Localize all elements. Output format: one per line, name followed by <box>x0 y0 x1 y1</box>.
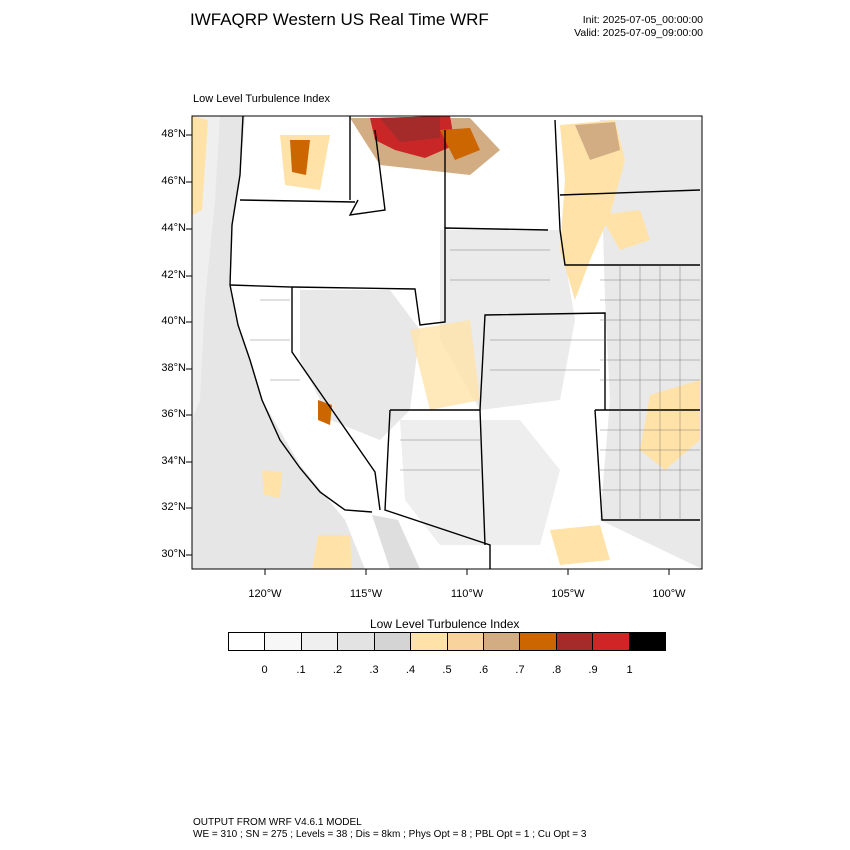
lat-tick-label: 48°N <box>161 128 186 140</box>
montana-darkred <box>380 116 440 142</box>
colorado-orange <box>410 320 480 410</box>
colorbar-label: .4 <box>405 664 416 676</box>
colorbar-swatch <box>338 633 375 650</box>
high-plains-orange <box>560 120 625 300</box>
lat-tick-label: 40°N <box>161 315 186 327</box>
lon-tick-label: 105°W <box>551 588 585 600</box>
nd-tan <box>575 122 620 160</box>
colorbar-swatch <box>265 633 302 650</box>
lat-tick-label: 46°N <box>161 175 186 187</box>
pacific-ocean-shade <box>192 116 365 569</box>
baja-orange <box>312 535 352 569</box>
colorbar-label: .9 <box>588 664 598 676</box>
colorbar-label: .2 <box>332 664 343 676</box>
dakota-orange <box>600 210 650 250</box>
colorbar-swatch <box>593 633 630 650</box>
gulf-california-shade <box>372 515 420 569</box>
model-info: OUTPUT FROM WRF V4.6.1 MODEL WE = 310 ; … <box>193 817 586 840</box>
pnw-coast-orange <box>192 116 208 215</box>
colorbar-label: .5 <box>442 664 452 676</box>
colorbar-swatch <box>520 633 557 650</box>
great-basin-gray <box>300 290 420 440</box>
colorbar-swatch <box>629 633 666 650</box>
sw-desert-gray <box>400 420 560 545</box>
colorbar-swatch <box>411 633 448 650</box>
colorbar-swatch <box>229 633 266 650</box>
montana-orange-core <box>440 128 480 160</box>
colorbar-swatch <box>483 633 521 650</box>
lat-tick-label: 32°N <box>161 501 186 513</box>
colorbar-label: .3 <box>369 664 379 676</box>
lat-tick-label: 44°N <box>161 222 186 234</box>
colorbar-label: 1 <box>626 664 633 676</box>
lat-tick-label: 30°N <box>161 548 186 560</box>
lat-tick-label: 42°N <box>161 269 186 281</box>
colorbar-swatch <box>556 633 594 650</box>
lon-tick-label: 110°W <box>450 588 484 600</box>
colorbar <box>228 632 666 651</box>
colorbar-title: Low Level Turbulence Index <box>370 617 520 631</box>
lat-tick-label: 36°N <box>161 408 186 420</box>
valid-time: Valid: 2025-07-09_09:00:00 <box>574 27 703 39</box>
colorbar-label: .6 <box>478 664 489 676</box>
lon-tick-label: 115°W <box>349 588 383 600</box>
colorbar-swatch <box>447 633 484 650</box>
sierra-orange-core <box>318 400 332 425</box>
texas-orange <box>550 525 610 565</box>
plot-title: IWFAQRP Western US Real Time WRF <box>190 10 489 29</box>
county-borders <box>250 249 700 520</box>
lon-tick-label: 120°W <box>248 588 282 600</box>
map-frame <box>191 115 703 570</box>
socal-island-orange <box>262 470 282 498</box>
idaho-orange-core <box>290 140 310 175</box>
init-time: Init: 2025-07-05_00:00:00 <box>582 14 703 26</box>
colorbar-label: .8 <box>551 664 562 676</box>
colorbar-label: .7 <box>515 664 525 676</box>
colorbar-label: .1 <box>296 664 306 676</box>
colorbar-label: 0 <box>261 664 268 676</box>
lon-tick-label: 100°W <box>652 588 686 600</box>
colorbar-swatch <box>374 633 412 650</box>
model-version: OUTPUT FROM WRF V4.6.1 MODEL <box>193 817 362 828</box>
lat-tick-label: 34°N <box>161 455 186 467</box>
colorbar-swatch <box>301 633 339 650</box>
model-config: WE = 310 ; SN = 275 ; Levels = 38 ; Dis … <box>193 828 587 840</box>
lat-tick-label: 38°N <box>161 362 186 374</box>
state-borders <box>229 116 701 569</box>
run-info: Init: 2025-07-05_00:00:00 Valid: 2025-07… <box>574 14 703 40</box>
map-field-label: Low Level Turbulence Index <box>193 93 330 105</box>
oklahoma-orange <box>640 380 700 470</box>
axis-ticks <box>186 134 670 575</box>
map-field <box>192 116 702 569</box>
